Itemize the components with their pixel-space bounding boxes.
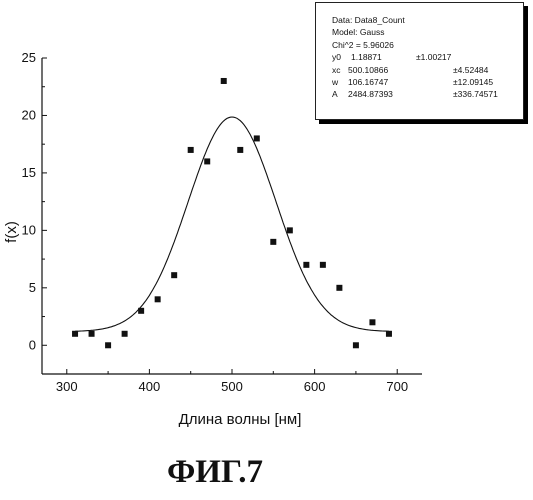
x-tick-label: 400 bbox=[139, 379, 161, 394]
param-value: 106.16747 bbox=[348, 76, 388, 88]
y-tick-label: 5 bbox=[29, 280, 36, 295]
data-point bbox=[138, 308, 144, 314]
y-tick-label: 10 bbox=[22, 222, 36, 237]
data-point bbox=[204, 158, 210, 164]
fit-results-box: Data: Data8_Count Model: Gauss Chi^2 = 5… bbox=[315, 2, 524, 120]
data-point bbox=[72, 331, 78, 337]
data-point bbox=[336, 285, 342, 291]
data-point bbox=[221, 78, 227, 84]
y-tick-label: 25 bbox=[22, 50, 36, 65]
figure-caption: ФИГ.7 bbox=[0, 454, 430, 491]
fit-data-line: Data: Data8_Count bbox=[332, 14, 517, 26]
data-point bbox=[386, 331, 392, 337]
param-error: ±4.52484 bbox=[453, 64, 488, 76]
fit-curve-group bbox=[75, 117, 389, 331]
data-point bbox=[237, 147, 243, 153]
param-error: ±12.09145 bbox=[453, 76, 493, 88]
data-point bbox=[254, 135, 260, 141]
param-name: xc bbox=[332, 64, 341, 76]
fit-param-row: xc 500.10866 ±4.52484 bbox=[332, 64, 517, 76]
x-tick-label: 300 bbox=[56, 379, 78, 394]
data-point bbox=[122, 331, 128, 337]
param-error: ±1.00217 bbox=[416, 51, 451, 63]
data-point bbox=[171, 272, 177, 278]
fit-chi-line: Chi^2 = 5.96026 bbox=[332, 39, 517, 51]
y-axis-label: f(x) bbox=[3, 221, 20, 243]
data-point bbox=[353, 342, 359, 348]
data-point bbox=[105, 342, 111, 348]
param-value: 500.10866 bbox=[348, 64, 388, 76]
fit-param-row: w 106.16747 ±12.09145 bbox=[332, 76, 517, 88]
data-point bbox=[303, 262, 309, 268]
data-point bbox=[369, 319, 375, 325]
x-tick-label: 700 bbox=[386, 379, 408, 394]
param-name: w bbox=[332, 76, 338, 88]
x-tick-label: 600 bbox=[304, 379, 326, 394]
data-point bbox=[270, 239, 276, 245]
data-point bbox=[320, 262, 326, 268]
fit-param-row: y0 1.18871 ±1.00217 bbox=[332, 51, 517, 63]
y-tick-label: 20 bbox=[22, 107, 36, 122]
x-axis-label: Длина волны [нм] bbox=[179, 411, 302, 428]
fit-param-row: A 2484.87393 ±336.74571 bbox=[332, 88, 517, 100]
data-point bbox=[155, 296, 161, 302]
data-point bbox=[89, 331, 95, 337]
param-error: ±336.74571 bbox=[453, 88, 498, 100]
y-tick-label: 15 bbox=[22, 165, 36, 180]
param-value: 2484.87393 bbox=[348, 88, 393, 100]
data-point bbox=[287, 227, 293, 233]
y-tick-label: 0 bbox=[29, 337, 36, 352]
fit-model-line: Model: Gauss bbox=[332, 26, 517, 38]
data-point bbox=[188, 147, 194, 153]
x-tick-label: 500 bbox=[221, 379, 243, 394]
param-value: 1.18871 bbox=[351, 51, 382, 63]
param-name: A bbox=[332, 88, 338, 100]
fit-curve bbox=[75, 117, 389, 331]
param-name: y0 bbox=[332, 51, 341, 63]
